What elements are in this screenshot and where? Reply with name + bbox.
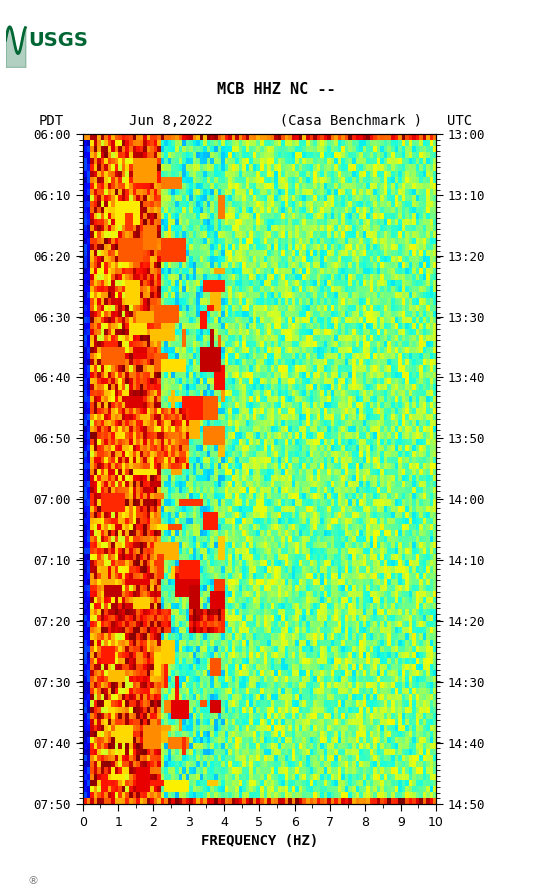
Text: ®: ® xyxy=(28,876,39,886)
Text: Jun 8,2022        (Casa Benchmark ): Jun 8,2022 (Casa Benchmark ) xyxy=(129,113,423,128)
X-axis label: FREQUENCY (HZ): FREQUENCY (HZ) xyxy=(201,834,318,848)
Text: PDT: PDT xyxy=(39,113,64,128)
Text: UTC: UTC xyxy=(447,113,473,128)
Text: MCB HHZ NC --: MCB HHZ NC -- xyxy=(217,82,335,96)
Text: USGS: USGS xyxy=(29,30,88,50)
